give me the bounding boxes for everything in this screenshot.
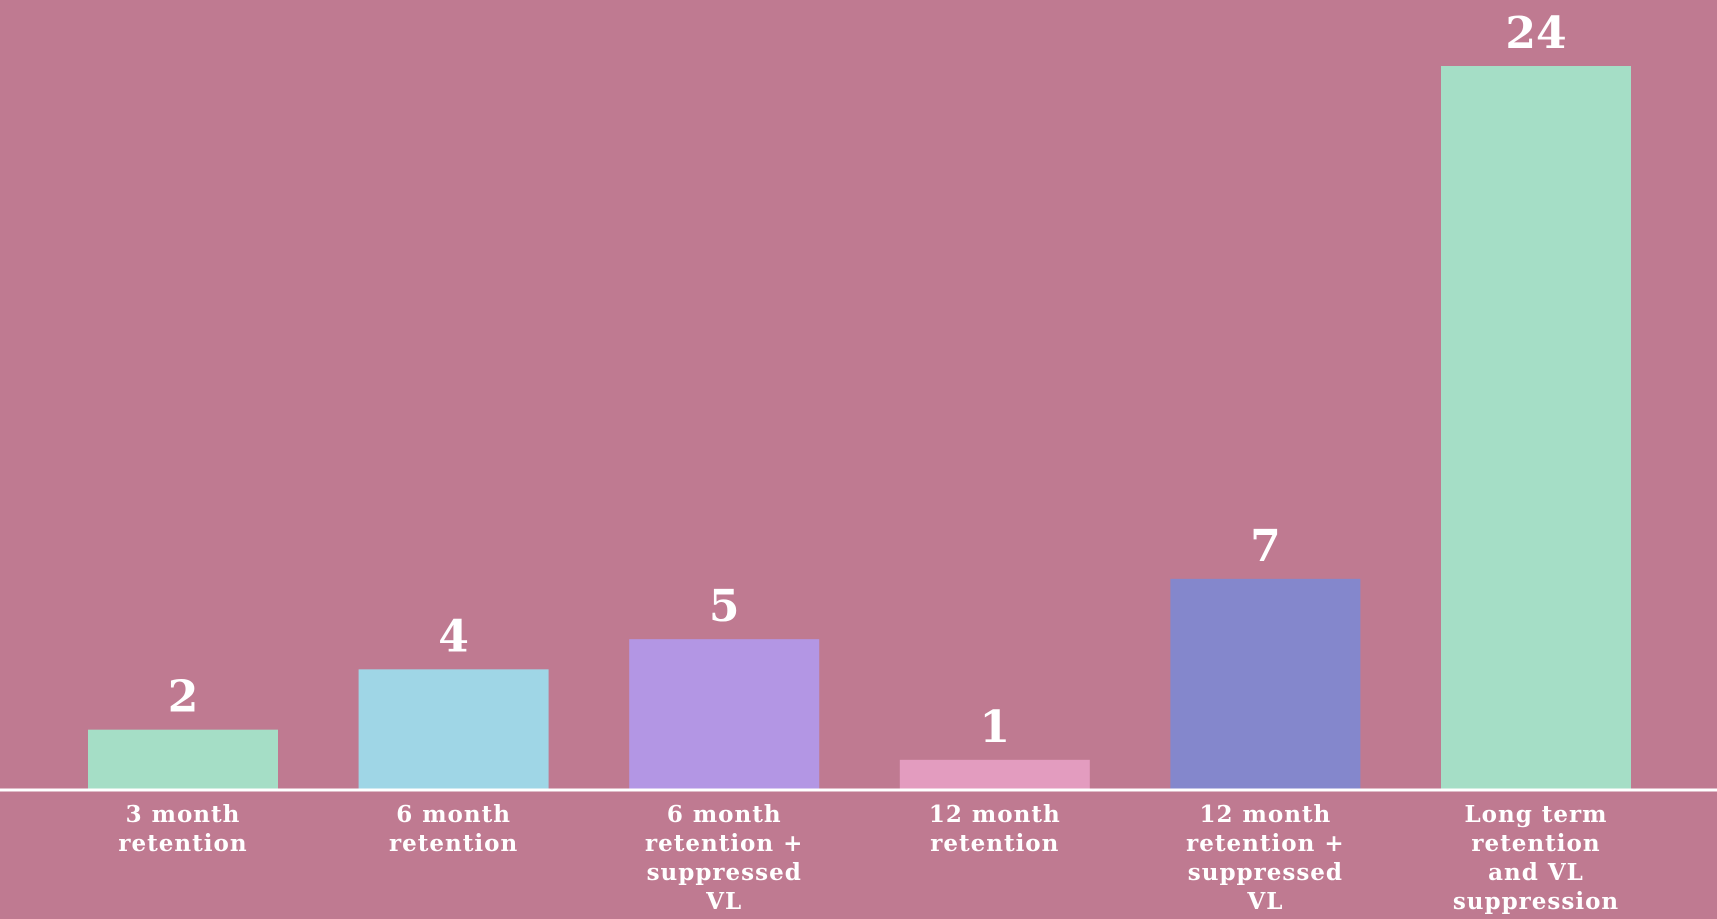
category-label: 6 month retention + suppressed VL <box>645 801 803 915</box>
bar-value-label: 7 <box>1250 521 1281 572</box>
category-label-line: retention <box>389 830 518 857</box>
category-label: 12 month retention <box>929 801 1061 857</box>
category-label-line: suppressed <box>1188 859 1343 886</box>
bar <box>629 639 820 790</box>
bar-value-label: 2 <box>168 672 199 723</box>
bar-value-label: 1 <box>979 702 1010 753</box>
category-label-line: VL <box>1246 888 1283 915</box>
bar <box>358 669 549 790</box>
category-label: 3 month retention <box>118 801 247 857</box>
category-label-line: 3 month <box>126 801 241 828</box>
category-label-line: retention <box>1471 830 1600 857</box>
category-label-line: retention <box>118 830 247 857</box>
category-label-line: 12 month <box>1200 801 1332 828</box>
bar-value-label: 4 <box>438 611 469 662</box>
category-label-line: retention + <box>645 830 803 857</box>
bars-group <box>88 66 1631 790</box>
category-label: 6 month retention <box>389 801 518 857</box>
category-label-line: and VL <box>1488 859 1584 886</box>
category-label: Long term retention and VL suppression <box>1453 801 1619 915</box>
bar <box>899 759 1090 790</box>
category-label: 12 month retention + suppressed VL <box>1186 801 1344 915</box>
category-label-line: Long term <box>1464 801 1607 828</box>
bar <box>1170 578 1361 790</box>
category-label-line: suppression <box>1453 888 1619 915</box>
category-label-line: 12 month <box>929 801 1061 828</box>
category-label-line: 6 month <box>667 801 782 828</box>
category-label-line: 6 month <box>396 801 511 828</box>
bar-value-label: 24 <box>1505 8 1566 59</box>
bar-value-label: 5 <box>709 581 740 632</box>
category-label-line: retention <box>930 830 1059 857</box>
category-label-line: VL <box>705 888 742 915</box>
bar <box>88 729 278 790</box>
category-label-line: retention + <box>1186 830 1344 857</box>
category-label-line: suppressed <box>647 859 802 886</box>
bar <box>1441 66 1631 790</box>
